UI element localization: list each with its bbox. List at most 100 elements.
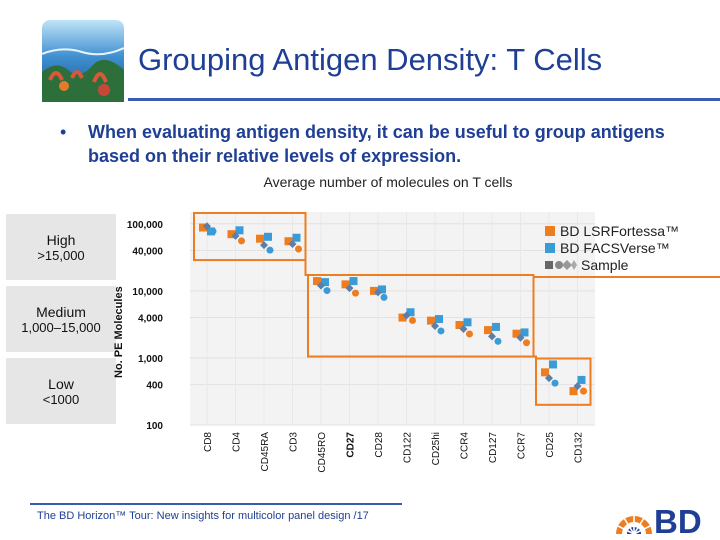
footer-brand: The BD Horizon™ Tour: xyxy=(37,510,154,522)
group-medium: Medium 1,000–15,000 xyxy=(6,286,116,352)
point-fortessa xyxy=(398,313,407,322)
point-sample-marker xyxy=(238,237,245,245)
point-sample xyxy=(203,222,211,231)
legend-item-sample: Sample xyxy=(545,256,679,273)
legend-item-fortessa: BD LSRFortessa™ xyxy=(545,222,679,239)
point-facsverse xyxy=(549,360,557,369)
legend-item-facsverse: BD FACSVerse™ xyxy=(545,239,679,256)
bd-logo-text: BD xyxy=(654,503,702,536)
group-connector-medium-low xyxy=(533,355,537,359)
point-sample-marker xyxy=(494,337,502,345)
y-tick-label: 400 xyxy=(146,381,163,392)
point-fortessa xyxy=(199,223,207,232)
point-sample-marker xyxy=(409,316,416,324)
y-tick-label: 4,000 xyxy=(138,314,163,325)
slide-title: Grouping Antigen Density: T Cells xyxy=(138,42,603,77)
group-connector-high-medium xyxy=(304,260,308,276)
x-tick-label: CD25hi xyxy=(431,432,442,465)
x-tick-label: CD122 xyxy=(403,432,414,464)
legend-label-fortessa: BD LSRFortessa™ xyxy=(560,222,680,239)
point-facsverse xyxy=(321,278,329,287)
point-fortessa xyxy=(284,237,293,246)
point-sample xyxy=(459,325,468,334)
point-facsverse xyxy=(235,226,244,235)
point-sample-marker xyxy=(380,293,388,301)
group-outline-high xyxy=(193,211,307,262)
group-high: High >15,000 xyxy=(6,214,116,280)
data-points xyxy=(199,222,587,396)
x-tick-label: CD27 xyxy=(346,432,357,458)
point-facsverse xyxy=(492,322,500,331)
bd-sunburst-icon xyxy=(616,515,652,535)
y-tick-labels: 100 400 1,000 4,000 10,000 40,000 100,000 xyxy=(127,220,164,432)
y-tick-label: 10,000 xyxy=(132,287,163,298)
point-fortessa xyxy=(227,230,236,239)
point-sample-marker xyxy=(523,339,530,347)
group-low-name: Low xyxy=(48,375,74,392)
y-tick-label: 100 xyxy=(146,421,163,432)
point-fortessa xyxy=(427,316,435,325)
x-tick-label: CD132 xyxy=(574,432,585,464)
point-sample-marker xyxy=(266,246,274,254)
footer-divider xyxy=(30,503,402,505)
x-tick-label: CD28 xyxy=(374,432,385,458)
point-sample xyxy=(516,333,525,342)
point-fortessa xyxy=(541,368,549,377)
plot-background xyxy=(190,212,595,425)
group-medium-range: 1,000–15,000 xyxy=(21,319,101,335)
point-fortessa xyxy=(455,320,464,329)
x-tick-label: CD4 xyxy=(232,432,243,452)
point-sample-marker xyxy=(466,330,473,338)
point-facsverse xyxy=(349,277,358,286)
point-sample-marker xyxy=(209,227,217,235)
x-tick-label: CD127 xyxy=(488,432,499,464)
x-tick-label: CD45RO xyxy=(317,432,328,473)
point-sample xyxy=(317,281,325,290)
bullet-marker: • xyxy=(60,122,67,142)
chart-title: Average number of molecules on T cells xyxy=(263,174,513,190)
x-tick-label: CD25 xyxy=(545,432,556,458)
y-tick-label: 40,000 xyxy=(132,246,163,257)
bullet-text: When evaluating antigen density, it can … xyxy=(88,122,665,166)
footer-rest: New insights for multicolor panel design… xyxy=(153,510,369,522)
point-sample-marker xyxy=(295,245,302,253)
point-sample-marker xyxy=(352,289,359,297)
group-high-name: High xyxy=(46,231,76,248)
y-tick-label: 1,000 xyxy=(138,354,163,365)
legend-label-facsverse: BD FACSVerse™ xyxy=(560,239,670,256)
x-tick-labels: CD8 CD4 CD45RA CD3 CD45RO CD27 CD28 CD122 CD25hi… xyxy=(203,432,585,473)
point-sample-marker xyxy=(323,287,331,295)
group-outlines xyxy=(193,211,720,406)
point-sample xyxy=(488,332,496,341)
title-divider xyxy=(128,98,720,101)
group-outline-medium xyxy=(307,273,535,358)
point-facsverse xyxy=(406,308,415,317)
point-sample-marker xyxy=(551,379,559,387)
point-facsverse xyxy=(264,232,272,241)
point-facsverse xyxy=(520,328,529,337)
point-fortessa xyxy=(313,277,321,286)
point-sample-marker xyxy=(437,327,445,335)
x-tick-label: CCR4 xyxy=(460,432,471,460)
legend-label-sample: Sample xyxy=(581,256,629,273)
x-tick-label: CD3 xyxy=(289,432,300,452)
group-outline-low xyxy=(535,357,592,406)
group-low-range: <1000 xyxy=(42,391,80,407)
point-sample xyxy=(288,239,297,248)
x-tick-label: CD8 xyxy=(203,432,214,452)
point-sample xyxy=(374,288,382,297)
point-facsverse xyxy=(292,233,301,242)
point-sample-marker xyxy=(580,387,587,395)
point-facsverse xyxy=(577,375,586,384)
bd-logo: BD xyxy=(616,503,702,536)
point-sample xyxy=(345,284,354,293)
point-sample xyxy=(545,374,553,383)
point-facsverse xyxy=(435,315,443,324)
point-fortessa xyxy=(341,280,350,289)
reef-photo-icon xyxy=(42,20,124,102)
group-low: Low <1000 xyxy=(6,358,116,424)
point-sample xyxy=(431,321,439,330)
x-tick-label: CD45RA xyxy=(260,432,271,472)
point-fortessa xyxy=(370,286,378,295)
point-sample xyxy=(260,241,268,250)
